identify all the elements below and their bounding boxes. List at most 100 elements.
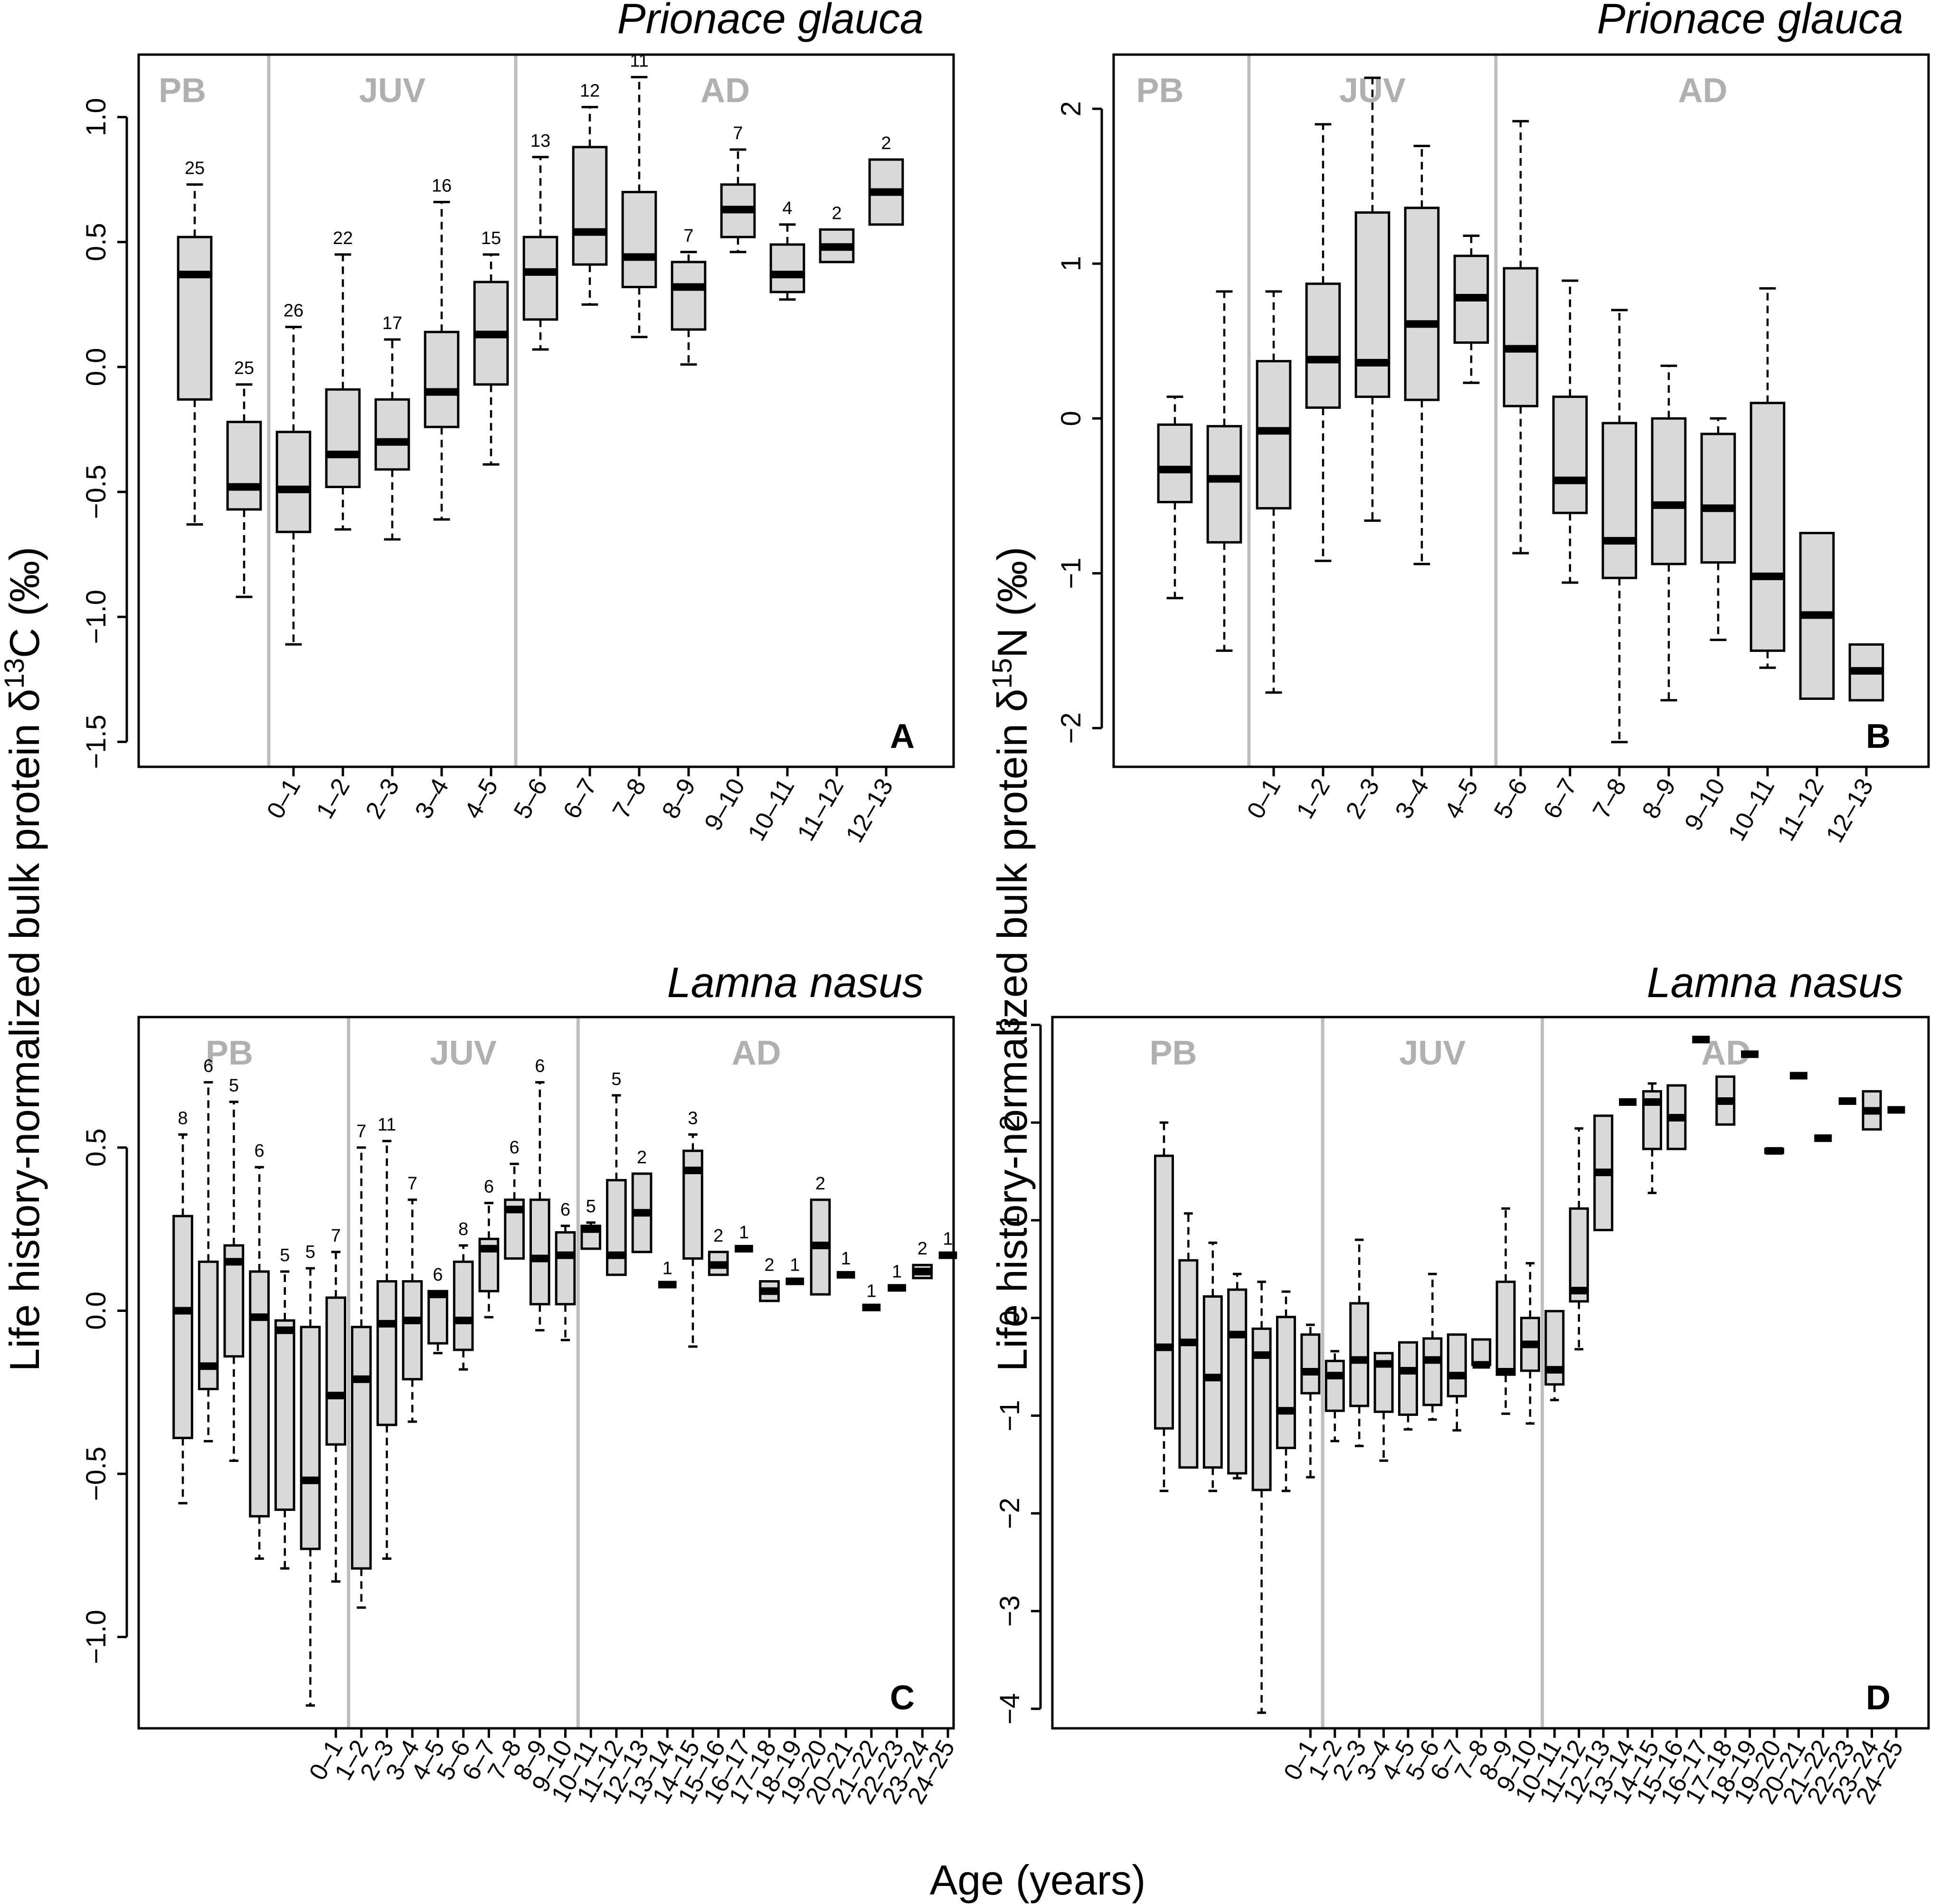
box-body [1324, 1359, 1345, 1412]
y-tick-label: 0 [994, 1310, 1025, 1326]
box-body [1471, 1338, 1492, 1367]
box-0–1: 26 [275, 301, 312, 646]
box-15–16 [1666, 1084, 1687, 1150]
box-pre-1 [1154, 1121, 1174, 1492]
box-body [325, 388, 361, 489]
sample-size-label: 7 [356, 1122, 366, 1141]
box-7–8 [1471, 1338, 1492, 1369]
box-1–2: 7 [351, 1122, 372, 1609]
box-body [172, 1215, 193, 1439]
box-2–3: 17 [374, 313, 410, 541]
y-tick-label: 1 [1056, 256, 1087, 271]
sample-size-label: 22 [333, 228, 353, 248]
sample-size-label: 3 [688, 1108, 698, 1128]
x-tick-label: 1–2 [311, 774, 356, 823]
box-23–24: 2 [912, 1239, 933, 1280]
box-9–10 [1700, 417, 1736, 641]
box-23–24 [1862, 1090, 1882, 1131]
sample-size-label: 5 [611, 1069, 621, 1089]
panel-letter: C [890, 1679, 915, 1717]
box-2–3 [1349, 1238, 1370, 1447]
x-tick-label: 7–8 [1588, 774, 1632, 823]
panel-title: Lamna nasus [667, 959, 924, 1007]
box-body [1569, 1207, 1589, 1303]
sample-size-label: 6 [510, 1138, 520, 1158]
box-body [351, 1326, 372, 1570]
box-12–13 [1848, 643, 1884, 702]
box-body [177, 236, 213, 401]
box-4–5 [1398, 1341, 1419, 1431]
sample-size-label: 25 [185, 159, 205, 179]
box-pre-1 [1157, 396, 1193, 600]
x-tick-label: 7–8 [607, 774, 652, 823]
stage-label-pb: PB [1150, 1034, 1197, 1072]
sample-size-label: 8 [178, 1108, 188, 1128]
y-tick-label: 2 [994, 1115, 1025, 1130]
box-9–10: 7 [720, 123, 756, 254]
box-22–23: 1 [888, 1262, 906, 1292]
box-body [1305, 283, 1341, 409]
box-body [1601, 422, 1637, 579]
box-0–1 [1300, 1323, 1321, 1479]
y-tick-label: 0.5 [81, 223, 112, 261]
x-tick-label: 0–1 [262, 774, 306, 823]
box-4–5: 6 [427, 1265, 448, 1355]
x-tick-label: 9–10 [699, 774, 750, 835]
panel-letter: D [1866, 1679, 1891, 1717]
sample-size-label: 1 [892, 1262, 902, 1282]
box-17–18: 2 [759, 1255, 780, 1302]
box-body [1398, 1341, 1419, 1416]
sample-size-label: 2 [815, 1174, 825, 1194]
box-11–12 [1799, 532, 1835, 700]
box-12–13: 2 [868, 133, 904, 226]
box-pre-4: 6 [249, 1141, 270, 1560]
sample-size-label: 6 [535, 1056, 545, 1076]
x-tick-label: 4–5 [1439, 774, 1484, 823]
box-pre-3: 5 [223, 1076, 245, 1462]
box-6–7: 12 [572, 81, 608, 306]
sample-size-label: 16 [432, 176, 452, 196]
box-6–7: 6 [478, 1177, 500, 1319]
box-body [522, 236, 558, 321]
sample-size-label: 1 [841, 1249, 851, 1269]
box-13–14: 1 [658, 1258, 677, 1289]
y-axis-label-right: Life history-normalized bulk protein δ15… [987, 547, 1036, 1371]
y-tick-label: 2 [1056, 101, 1087, 116]
box-11–12: 2 [819, 203, 855, 264]
box-9–10 [1520, 1262, 1541, 1425]
box-pre-5 [1251, 1281, 1272, 1714]
y-tick-label: −2 [994, 1498, 1025, 1529]
sample-size-label: 7 [733, 123, 743, 143]
box-10–11: 5 [580, 1197, 602, 1250]
box-6–7 [1552, 279, 1588, 584]
box-body [427, 1290, 448, 1345]
y-tick-label: −3 [994, 1595, 1025, 1627]
box-10–11 [1544, 1310, 1565, 1402]
box-7–8 [1601, 309, 1637, 744]
box-pre-2: 25 [226, 358, 262, 598]
x-tick-label: 12–13 [1821, 774, 1879, 847]
sample-size-label: 7 [683, 226, 693, 246]
plot-frame [1051, 1016, 1930, 1730]
stage-label-ad: AD [700, 72, 750, 110]
box-8–9 [1495, 1207, 1516, 1415]
sample-size-label: 2 [713, 1226, 723, 1246]
y-tick-label: −0.5 [81, 1447, 112, 1501]
box-8–9: 6 [529, 1056, 550, 1332]
box-body [274, 1319, 295, 1511]
box-2–3: 11 [376, 1115, 397, 1560]
box-body [402, 1280, 423, 1381]
box-pre-1: 8 [172, 1108, 193, 1505]
box-21–22: 1 [862, 1282, 881, 1311]
x-tick-label: 3–4 [410, 774, 454, 823]
x-tick-label: 1–2 [1291, 774, 1336, 823]
x-tick-label: 6–7 [1538, 774, 1583, 823]
box-body [226, 421, 262, 511]
box-6–7 [1447, 1333, 1467, 1432]
y-tick-label: −1.0 [81, 590, 112, 644]
x-tick-label: 11–12 [1772, 774, 1830, 846]
box-body [376, 1280, 397, 1426]
box-0–1: 7 [325, 1226, 347, 1583]
box-body [1750, 402, 1786, 652]
box-1–2 [1324, 1350, 1345, 1442]
